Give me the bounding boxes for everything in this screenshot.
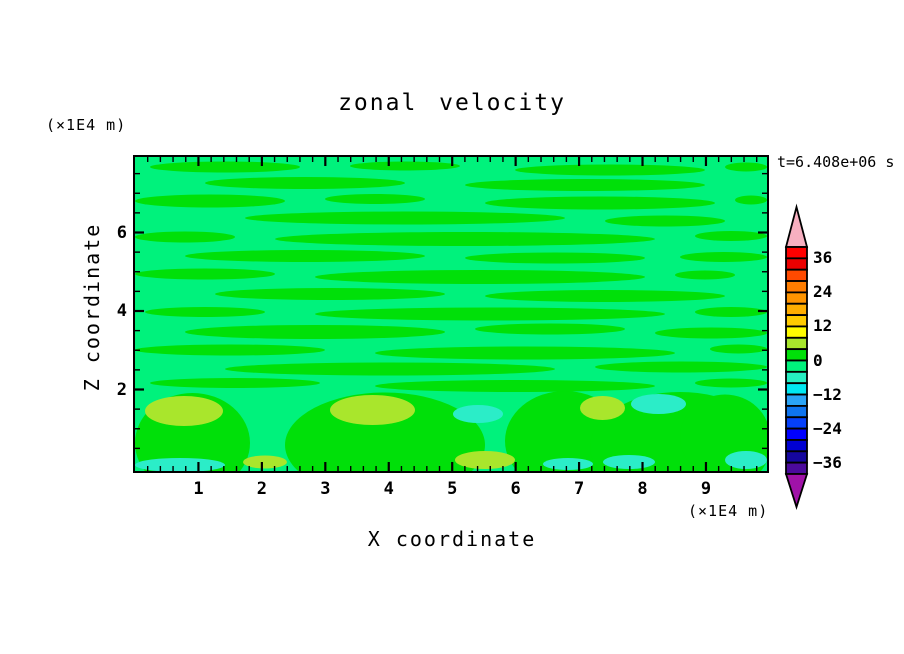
streak-shape [735, 195, 767, 205]
colorbar-chip [785, 348, 808, 362]
chartreuse-blob [455, 451, 515, 469]
streak-shape [150, 161, 300, 173]
colorbar-chip [785, 404, 808, 419]
streak-shape [205, 177, 405, 189]
cyan-patch [453, 405, 503, 423]
streak-shape [515, 164, 705, 176]
x-tick-label: 1 [193, 479, 204, 499]
colorbar-chip [785, 325, 808, 339]
chartreuse-blob [580, 396, 625, 420]
y-tick-label: 6 [116, 222, 127, 243]
x-tick-label: 2 [256, 479, 267, 499]
streak-shape [465, 252, 645, 264]
x-tick-label: 9 [700, 479, 712, 499]
chartreuse-blob [145, 396, 223, 426]
streak-shape [695, 378, 767, 388]
plot-area [133, 155, 769, 473]
cyan-patch [135, 458, 225, 471]
streak-shape [185, 325, 445, 339]
colorbar-chip [785, 450, 808, 464]
streak-shape [150, 378, 320, 388]
colorbar-chip [785, 393, 808, 407]
colorbar-chip [785, 336, 808, 351]
x-axis-title: X coordinate [367, 527, 537, 551]
streak-shape [325, 194, 425, 204]
colorbar-chip [785, 280, 808, 294]
chart-title: zonal velocity [338, 90, 566, 116]
colorbar-chip [785, 246, 808, 260]
colorbar-over-arrow [784, 203, 809, 248]
streak-shape [135, 268, 275, 280]
x-tick-label: 5 [447, 479, 458, 499]
colorbar-chip [785, 370, 808, 385]
streak-shape [655, 327, 767, 339]
streak-shape [485, 196, 715, 210]
colorbar-chip [785, 314, 808, 328]
streak-shape [315, 270, 645, 284]
y-tick-label: 4 [116, 301, 127, 321]
streak-shape [135, 231, 235, 243]
streak-shape [605, 215, 725, 227]
colorbar-tick-label: 24 [813, 282, 833, 302]
y-tick-label: 2 [116, 379, 127, 400]
colorbar-tick-label: −36 [813, 452, 842, 472]
streak-shape [695, 307, 767, 317]
colorbar-chip [785, 382, 808, 396]
cyan-patch [543, 458, 593, 470]
colorbar-tick-label: −24 [813, 418, 842, 438]
colorbar-chip [785, 291, 808, 305]
streak-shape [475, 323, 625, 335]
x-tick-label: 6 [510, 479, 521, 499]
cyan-patch [631, 394, 686, 414]
streak-shape [135, 344, 325, 356]
streak-shape [680, 252, 767, 262]
cyan-patch [603, 455, 655, 469]
streak-shape [275, 232, 655, 246]
chartreuse-blob [243, 455, 287, 469]
colorbar-chip [785, 257, 808, 271]
colorbar-chip [785, 416, 808, 430]
colorbar-tick-label: 12 [813, 316, 833, 336]
colorbar-tick-label: 0 [813, 350, 823, 370]
colorbar-chip [785, 268, 808, 282]
streak-shape [350, 161, 460, 171]
streak-shape [375, 380, 655, 392]
chartreuse-blob [330, 395, 415, 425]
streak-shape [595, 361, 767, 373]
timestamp-label: t=6.408e+06 s [777, 153, 895, 171]
streak-shape [145, 307, 265, 317]
colorbar-under-arrow [784, 473, 809, 510]
colorbar [784, 203, 809, 510]
streak-shape [135, 194, 285, 208]
streak-shape [245, 211, 565, 225]
streak-shape [675, 270, 735, 280]
y-axis-unit-label: (×1E4 m) [46, 116, 127, 134]
cyan-patch [725, 451, 767, 469]
colorbar-chip [785, 461, 808, 475]
contour-field [135, 157, 767, 471]
streak-shape [215, 288, 445, 300]
streak-shape [315, 307, 665, 321]
x-tick-label: 3 [320, 479, 331, 499]
streak-shape [225, 362, 555, 376]
streak-shape [185, 250, 425, 262]
streak-shape [485, 290, 725, 302]
streak-shape [375, 346, 675, 360]
streak-shape [725, 162, 767, 172]
x-tick-label: 7 [573, 479, 585, 499]
colorbar-chip [785, 359, 808, 373]
colorbar-chip [785, 302, 808, 317]
colorbar-chip [785, 427, 808, 441]
colorbar-chip [785, 439, 808, 453]
streak-shape [465, 179, 705, 191]
x-axis-unit-label: (×1E4 m) [688, 502, 769, 520]
x-tick-label: 8 [637, 479, 648, 499]
colorbar-tick-label: 36 [813, 248, 833, 268]
colorbar-tick-label: −12 [813, 384, 842, 404]
x-tick-label: 4 [383, 479, 394, 499]
streak-shape [710, 344, 767, 354]
streak-shape [695, 231, 767, 241]
